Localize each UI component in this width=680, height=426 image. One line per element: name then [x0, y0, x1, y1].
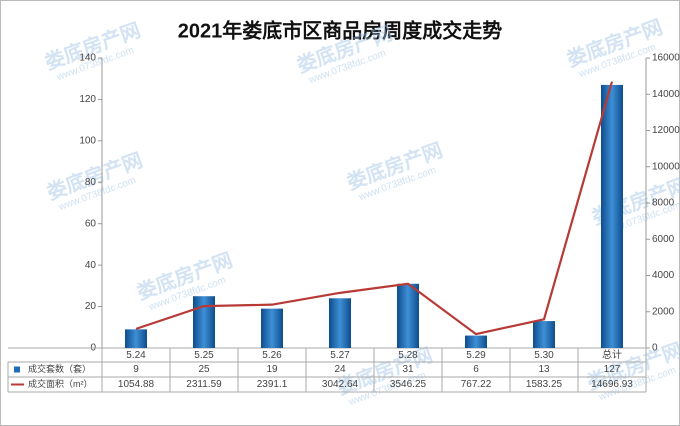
- table-value: 2391.1: [257, 379, 288, 390]
- legend-label: 成交面积（m²）: [28, 378, 93, 389]
- table-value: 24: [334, 364, 346, 375]
- table-value: 2311.59: [186, 379, 222, 390]
- y-tick-label: 20: [85, 301, 97, 312]
- bar: [397, 283, 419, 348]
- y2-tick-label: 6000: [652, 234, 675, 245]
- x-tick-label: 5.24: [126, 350, 146, 361]
- y2-tick-label: 12000: [652, 125, 680, 136]
- legend-label: 成交套数（套）: [28, 363, 91, 374]
- table-value: 9: [133, 364, 139, 375]
- x-tick-label: 总计: [602, 348, 622, 361]
- x-tick-label: 5.25: [194, 350, 214, 361]
- table-value: 14696.93: [591, 379, 633, 390]
- y-tick-label: 100: [79, 135, 96, 146]
- x-tick-label: 5.27: [330, 350, 350, 361]
- y-tick-label: 80: [85, 177, 97, 188]
- y2-tick-label: 4000: [652, 270, 675, 281]
- bar: [193, 296, 215, 348]
- y2-tick-label: 16000: [652, 53, 680, 64]
- x-tick-label: 5.28: [398, 350, 418, 361]
- bar: [533, 321, 555, 348]
- y2-tick-label: 8000: [652, 198, 675, 209]
- bar: [329, 298, 351, 348]
- chart-title: 2021年娄底市区商品房周度成交走势: [178, 18, 503, 42]
- y2-tick-label: 14000: [652, 89, 680, 100]
- table-value: 19: [266, 364, 278, 375]
- y2-tick-label: 2000: [652, 306, 675, 317]
- y-tick-label: 60: [85, 218, 97, 229]
- y2-tick-label: 0: [652, 343, 658, 354]
- y2-tick-label: 10000: [652, 161, 680, 172]
- table-value: 6: [473, 364, 479, 375]
- x-tick-label: 5.30: [534, 350, 554, 361]
- y-tick-label: 40: [85, 260, 97, 271]
- table-value: 3546.25: [390, 379, 427, 390]
- table-value: 1054.88: [118, 379, 155, 390]
- bar: [601, 84, 623, 348]
- table-value: 767.22: [461, 379, 492, 390]
- bar: [465, 335, 487, 348]
- x-tick-label: 5.26: [262, 350, 282, 361]
- line: [135, 81, 614, 336]
- y-tick-label: 120: [79, 94, 96, 105]
- table-value: 13: [538, 364, 550, 375]
- legend-swatch: [14, 366, 20, 373]
- bar: [261, 308, 283, 348]
- table-value: 127: [604, 364, 621, 375]
- x-tick-label: 5.29: [466, 350, 486, 361]
- table-value: 1583.25: [526, 379, 563, 390]
- table-value: 31: [402, 364, 414, 375]
- table-value: 3042.64: [322, 379, 359, 390]
- bar: [125, 329, 147, 348]
- y-tick-label: 140: [79, 53, 96, 64]
- table-value: 25: [198, 364, 210, 375]
